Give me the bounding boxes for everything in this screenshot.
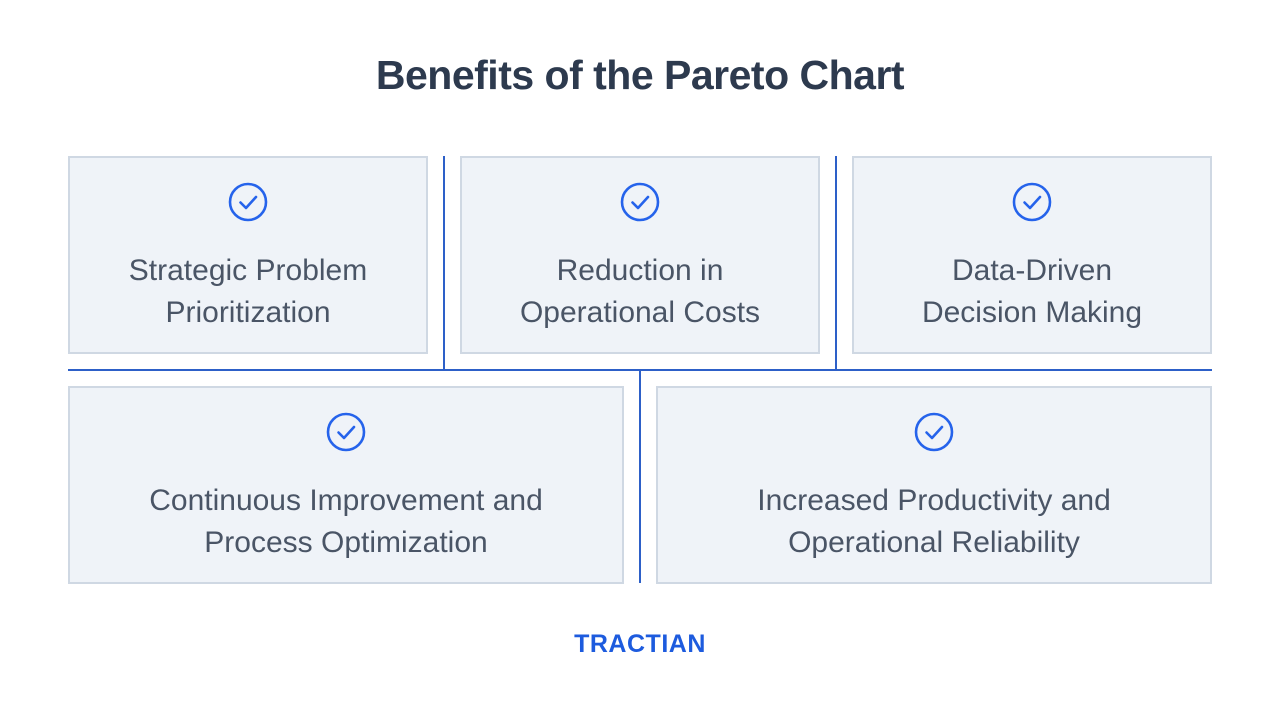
brand-name: TRACTIAN: [574, 630, 706, 658]
check-circle-icon: [914, 412, 954, 452]
benefit-card-increased-productivity: Increased Productivity and Operational R…: [656, 386, 1212, 584]
divider-vertical-bottom: [639, 369, 641, 583]
check-circle-icon: [1012, 182, 1052, 222]
benefit-card-strategic-problem-prioritization: Strategic Problem Prioritization: [68, 156, 428, 354]
benefit-card-continuous-improvement: Continuous Improvement and Process Optim…: [68, 386, 624, 584]
check-circle-icon: [228, 182, 268, 222]
benefit-label-line2: Operational Reliability: [788, 526, 1080, 559]
benefit-card-data-driven-decision-making: Data-Driven Decision Making: [852, 156, 1212, 354]
page-title: Benefits of the Pareto Chart: [375, 52, 905, 98]
check-circle-icon: [620, 182, 660, 222]
benefit-label: Reduction in Operational Costs: [462, 250, 818, 334]
benefit-label: Data-Driven Decision Making: [854, 250, 1210, 334]
benefit-label: Increased Productivity and Operational R…: [658, 480, 1210, 564]
benefit-label: Strategic Problem Prioritization: [70, 250, 426, 334]
tractian-logo: TRACTIAN: [574, 630, 706, 658]
benefit-card-reduction-in-operational-costs: Reduction in Operational Costs: [460, 156, 820, 354]
benefit-label-line1: Data-Driven: [951, 254, 1113, 287]
benefit-label-line2: Decision Making: [921, 296, 1143, 329]
benefit-label-line2: Prioritization: [165, 296, 331, 329]
benefit-label: Continuous Improvement and Process Optim…: [70, 480, 622, 564]
brand-logo: TRACTIAN: [0, 628, 1280, 663]
benefit-label-line1: Increased Productivity and: [757, 484, 1111, 517]
divider-vertical-top-left: [443, 156, 445, 370]
benefit-label-line2: Process Optimization: [204, 526, 488, 559]
divider-vertical-top-right: [835, 156, 837, 370]
benefit-label-line1: Continuous Improvement and: [149, 484, 543, 517]
benefit-label-line1: Strategic Problem: [128, 254, 368, 287]
benefit-label-line2: Operational Costs: [519, 296, 761, 329]
check-circle-icon: [326, 412, 366, 452]
benefit-label-line1: Reduction in: [556, 254, 724, 287]
